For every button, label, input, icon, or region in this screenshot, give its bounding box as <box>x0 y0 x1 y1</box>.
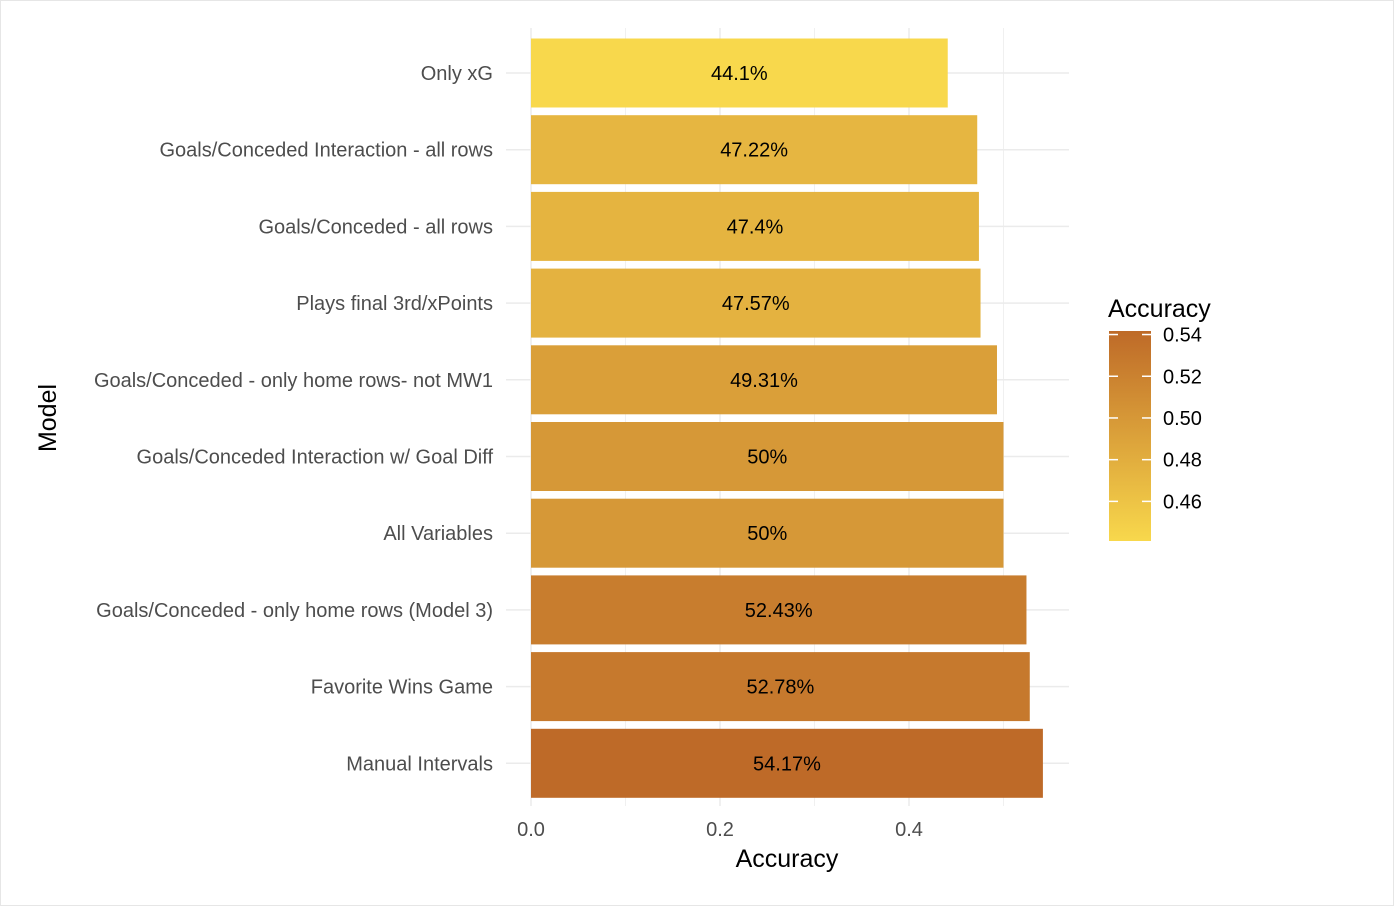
bar <box>531 575 1027 645</box>
bar-data-label: 50% <box>747 447 787 469</box>
legend-colorbar <box>1109 331 1151 541</box>
bar <box>531 268 981 338</box>
bar <box>531 115 978 185</box>
legend-tick-label: 0.48 <box>1163 450 1202 472</box>
y-tick-label: Goals/Conceded Interaction w/ Goal Diff <box>137 447 494 469</box>
y-tick-label: Goals/Conceded - only home rows (Model 3… <box>96 600 493 622</box>
bar-data-label: 47.57% <box>722 293 790 315</box>
legend-tick-label: 0.50 <box>1163 408 1202 430</box>
bar <box>531 422 1004 491</box>
legend-tick-label: 0.52 <box>1163 366 1202 388</box>
y-axis-tick-labels: Only xG Goals/Conceded Interaction - all … <box>94 63 494 775</box>
bar <box>531 345 997 415</box>
y-tick-label: Only xG <box>421 63 493 85</box>
bar-data-label: 49.31% <box>730 370 798 392</box>
bar-data-labels: 44.1% 47.22% 47.4% 47.57% 49.31% 50% 50% 52.43%… <box>711 63 821 775</box>
bar-data-label: 54.17% <box>753 753 821 775</box>
bar-data-label: 50% <box>747 523 787 545</box>
x-tick-label: 0.0 <box>517 819 545 841</box>
y-tick-label: All Variables <box>383 523 493 545</box>
bar-data-label: 47.4% <box>727 216 784 238</box>
legend-title: Accuracy <box>1108 295 1211 323</box>
x-tick-label: 0.2 <box>706 819 734 841</box>
legend-tick-label: 0.54 <box>1163 325 1202 347</box>
bar <box>531 38 948 108</box>
bar <box>531 652 1030 722</box>
color-legend: Accuracy 0.54 0.52 0.50 0.48 0.46 <box>1108 295 1211 541</box>
y-tick-label: Plays final 3rd/xPoints <box>296 293 493 315</box>
bar <box>531 728 1043 798</box>
bar-data-label: 44.1% <box>711 63 768 85</box>
y-tick-label: Goals/Conceded - only home rows- not MW1 <box>94 370 493 392</box>
bars <box>531 38 1043 798</box>
legend-ticks: 0.54 0.52 0.50 0.48 0.46 <box>1109 325 1202 513</box>
legend-tick-label: 0.46 <box>1163 491 1202 513</box>
y-tick-label: Manual Intervals <box>346 753 493 775</box>
x-axis-title: Accuracy <box>736 845 839 873</box>
y-tick-label: Favorite Wins Game <box>311 677 493 699</box>
y-tick-label: Goals/Conceded - all rows <box>258 216 493 238</box>
bar-data-label: 47.22% <box>720 140 788 162</box>
y-tick-label: Goals/Conceded Interaction - all rows <box>160 140 494 162</box>
bar-data-label: 52.43% <box>745 600 813 622</box>
bar <box>531 498 1004 568</box>
bar-data-label: 52.78% <box>746 677 814 699</box>
x-axis-tick-labels: 0.0 0.2 0.4 <box>517 819 923 841</box>
x-tick-label: 0.4 <box>895 819 923 841</box>
bar <box>531 191 979 261</box>
y-axis-title: Model <box>34 384 62 452</box>
